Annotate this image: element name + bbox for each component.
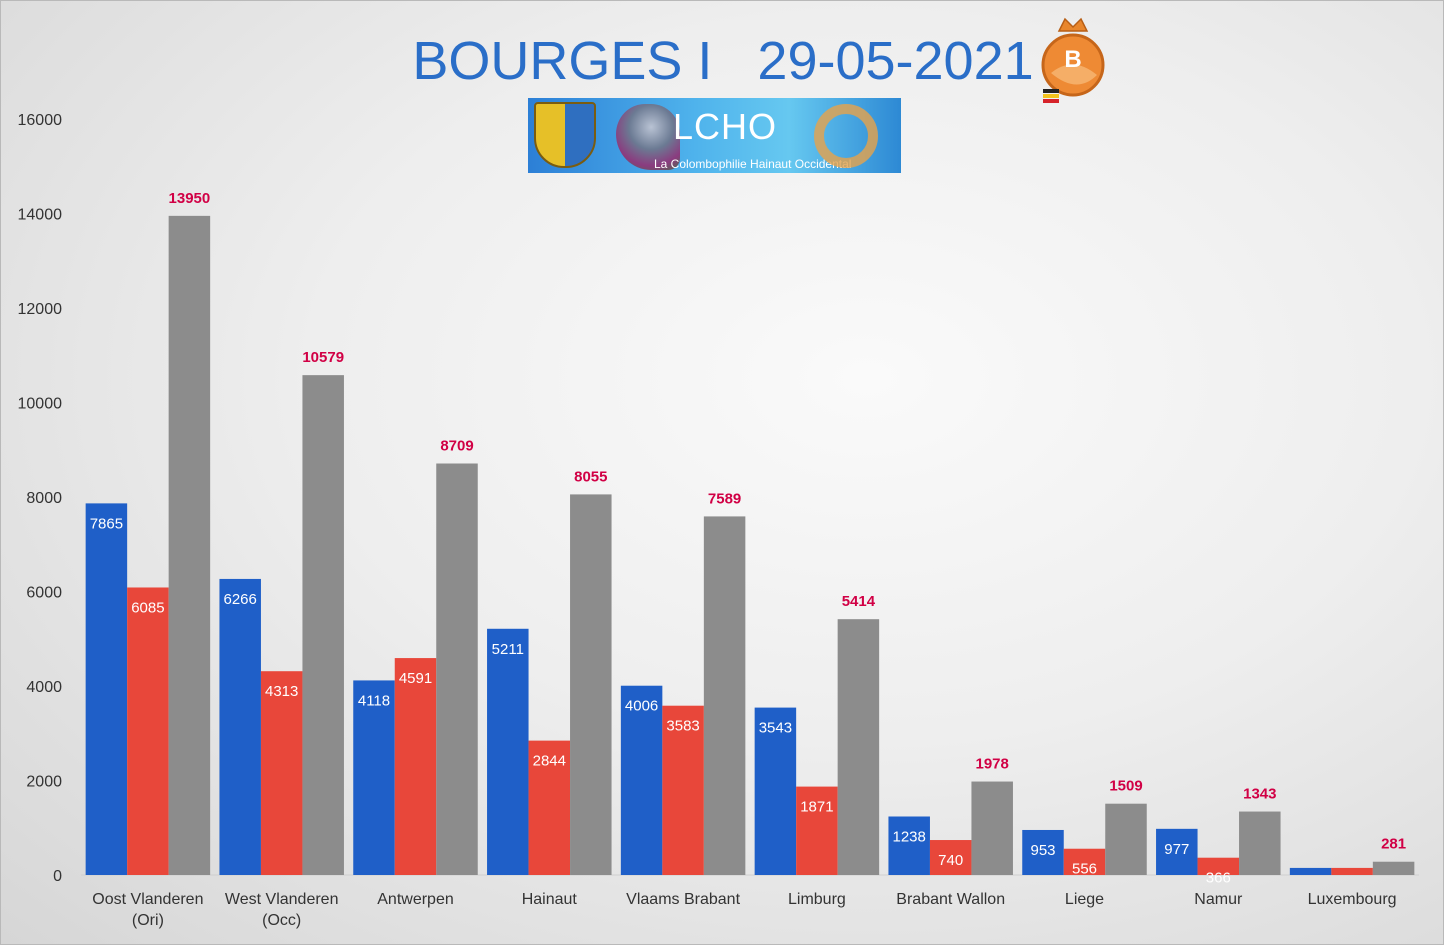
banner-name: LCHO: [673, 106, 778, 147]
flag-stripe-yellow: [1043, 94, 1059, 98]
total-label: 1343: [1243, 786, 1276, 803]
bar: [703, 516, 746, 875]
bar: [353, 680, 395, 875]
bar: [302, 375, 344, 875]
category-label: Limburg: [788, 891, 846, 908]
y-tick-label: 6000: [26, 585, 62, 602]
y-tick-label: 8000: [26, 490, 62, 507]
y-tick-label: 10000: [18, 396, 63, 413]
bars: [85, 215, 1415, 876]
bar: [1331, 867, 1373, 875]
bar: [1372, 861, 1415, 875]
bar: [620, 685, 663, 875]
bar: [219, 578, 261, 875]
total-label: 281: [1381, 836, 1406, 853]
data-labels: 7865 6085 13950 6266 4313 10579 4118 4591 8709 52…: [90, 190, 1406, 887]
lcho-banner: LCHO La Colombophilie Hainaut Occidental: [528, 98, 901, 173]
bar: [796, 786, 838, 875]
bar-value-label: 6085: [131, 599, 164, 616]
bar: [662, 705, 704, 875]
total-label: 5414: [842, 593, 876, 610]
category-label: Liege: [1065, 891, 1104, 908]
total-label: 13950: [169, 190, 211, 207]
bar-value-label: 3583: [666, 718, 699, 735]
y-tick-label: 2000: [26, 774, 62, 791]
crown-icon: [1057, 17, 1089, 32]
bar-value-label: 4118: [358, 692, 390, 709]
bar: [85, 503, 128, 875]
bar-value-label: 977: [1164, 841, 1189, 858]
bar: [487, 628, 529, 875]
bar-value-label: 2844: [533, 753, 566, 770]
bar: [570, 494, 612, 875]
bar: [929, 840, 972, 875]
bar: [1105, 803, 1147, 875]
bar-value-label: 1871: [800, 799, 833, 816]
bar: [754, 707, 797, 875]
x-axis: Oost Vlanderen (Ori) West Vlanderen (Occ) An…: [92, 891, 1396, 929]
bar: [260, 671, 303, 875]
bar: [1063, 848, 1106, 875]
y-tick-label: 0: [53, 868, 62, 885]
ring-icon: [814, 104, 878, 168]
bar-value-label: 4006: [625, 698, 658, 715]
bar-value-label: 740: [938, 852, 963, 869]
hainaut-shield-icon: [534, 102, 596, 168]
bar: [1156, 828, 1198, 875]
bar: [888, 816, 930, 875]
bar: [971, 781, 1013, 875]
bar: [436, 463, 478, 875]
chart-title: BOURGES I 29-05-2021: [412, 31, 1033, 91]
flag-stripe-black: [1043, 89, 1059, 93]
bar: [528, 740, 571, 875]
bar: [168, 215, 211, 876]
bar: [837, 619, 880, 875]
bar-value-label: 4313: [265, 683, 298, 700]
total-label: 8709: [440, 437, 473, 454]
bar: [1022, 829, 1064, 875]
banner-subtitle: La Colombophilie Hainaut Occidental: [654, 157, 852, 171]
y-tick-label: 16000: [18, 112, 63, 129]
pigeon-icon: [616, 104, 680, 170]
bar: [1197, 857, 1240, 875]
logo-letter: B: [1064, 46, 1081, 73]
total-label: 1978: [976, 756, 1009, 773]
category-label: Vlaams Brabant: [626, 891, 740, 908]
y-tick-label: 4000: [26, 679, 62, 696]
category-label: Oost Vlanderen: [92, 891, 203, 908]
bar-value-label: 556: [1072, 861, 1097, 878]
bar: [1239, 811, 1281, 875]
bar-value-label: 953: [1030, 842, 1055, 859]
category-label: Luxembourg: [1308, 891, 1397, 908]
y-tick-label: 14000: [18, 207, 63, 224]
bar: [127, 587, 169, 875]
wing-icon: [1051, 64, 1097, 85]
bar-value-label: 3543: [759, 720, 792, 737]
total-label: 10579: [302, 349, 344, 366]
bar-value-label: 366: [1206, 870, 1231, 887]
bar-value-label: 1238: [893, 829, 926, 846]
bar-value-label: 7865: [90, 515, 123, 532]
category-label: Antwerpen: [377, 891, 454, 908]
flag-stripe-red: [1043, 99, 1059, 103]
category-label: West Vlanderen: [225, 891, 339, 908]
total-label: 8055: [574, 468, 607, 485]
bar: [1289, 867, 1332, 875]
total-label: 1509: [1109, 778, 1142, 795]
bar-value-label: 4591: [399, 670, 432, 687]
category-label: (Occ): [262, 912, 301, 929]
category-label: Brabant Wallon: [896, 891, 1005, 908]
bar: [394, 658, 437, 875]
y-tick-label: 12000: [18, 301, 63, 318]
category-label: Hainaut: [522, 891, 578, 908]
federation-logo: B: [1041, 17, 1105, 103]
bar-value-label: 6266: [224, 591, 257, 608]
category-label: (Ori): [132, 912, 164, 929]
total-label: 7589: [708, 490, 741, 507]
category-label: Namur: [1194, 891, 1243, 908]
bar-value-label: 5211: [492, 641, 524, 658]
